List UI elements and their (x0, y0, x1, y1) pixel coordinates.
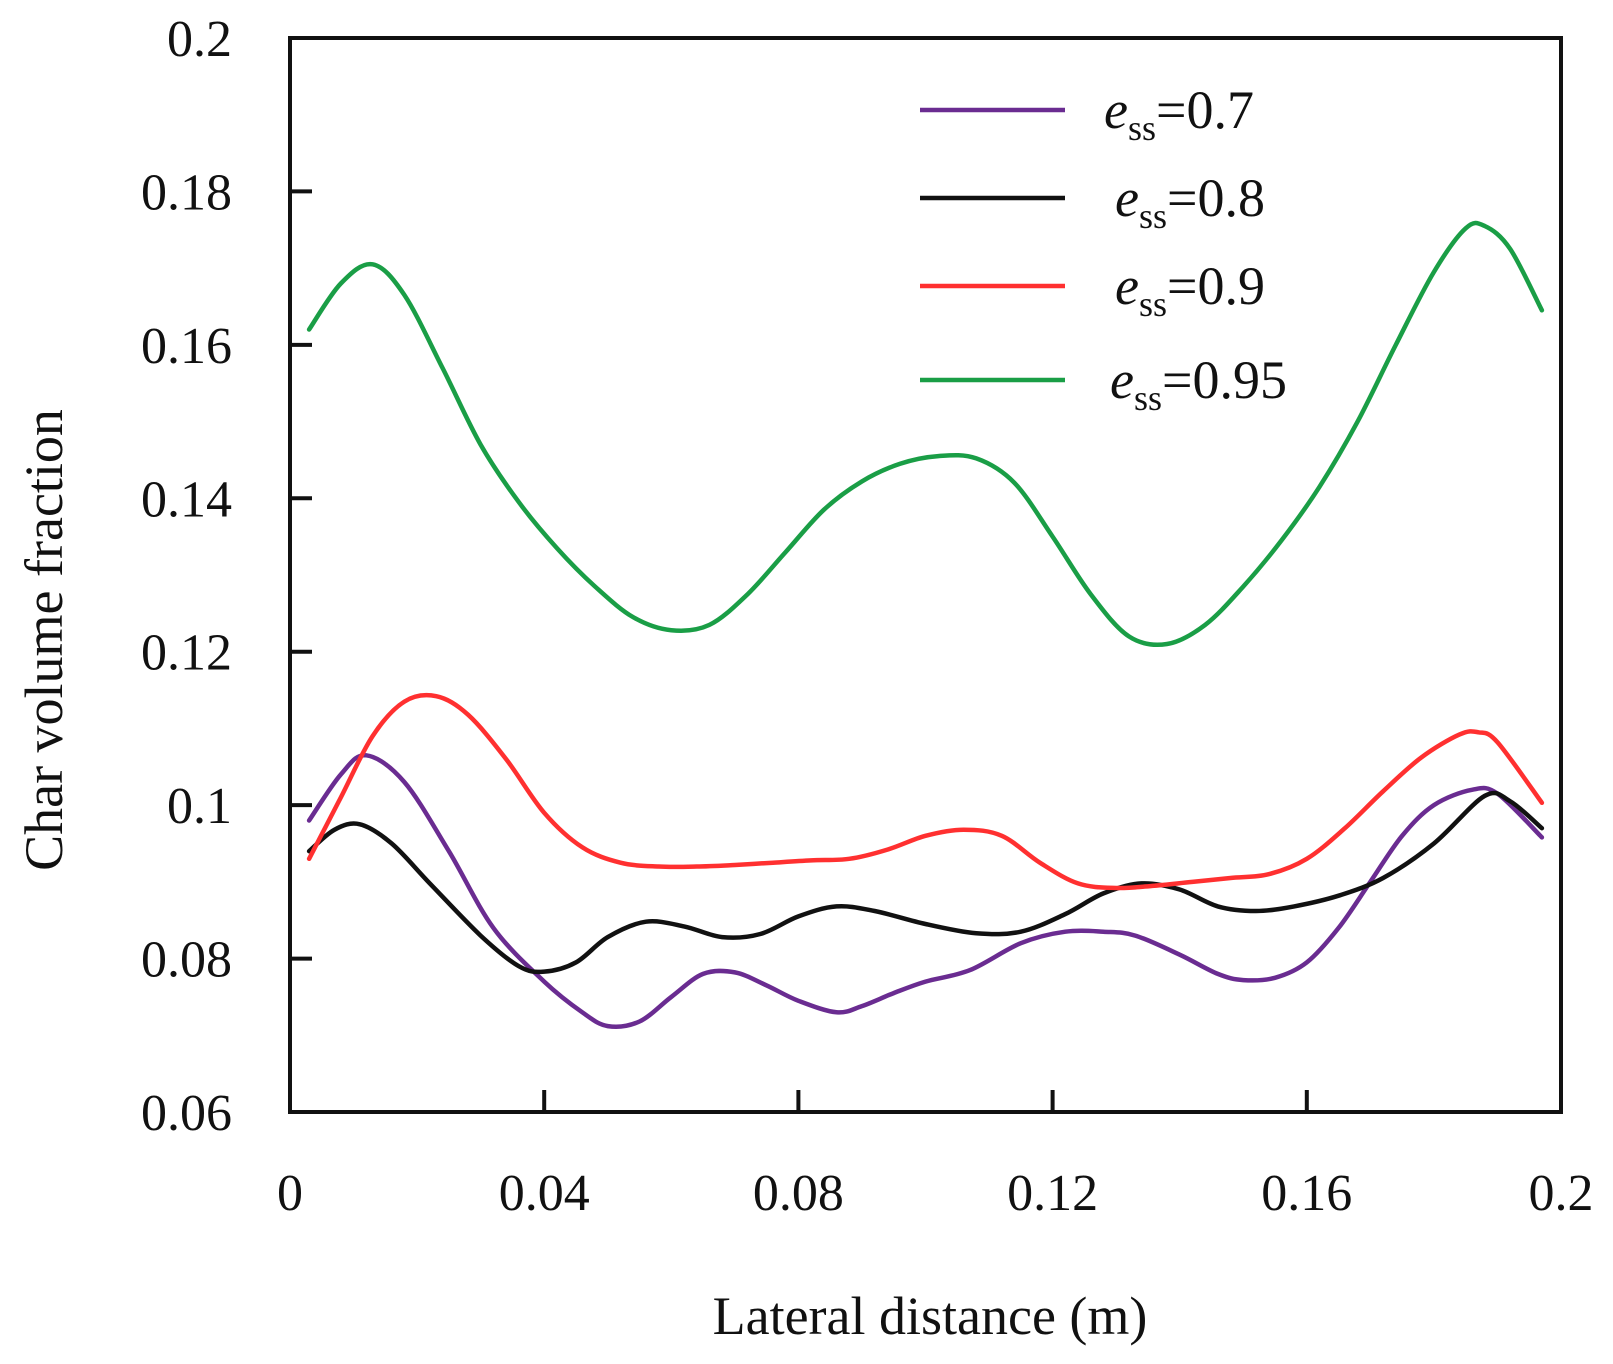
series-line-3 (306, 692, 1545, 891)
legend-label-2: ess=0.8 (1115, 168, 1265, 236)
y-tick-label: 0.06 (141, 1085, 232, 1142)
y-axis: 0.06 0.08 0.1 0.12 0.14 0.16 0.18 0.2 (141, 11, 312, 1142)
y-tick-label: 0.14 (141, 471, 232, 528)
y-tick-label: 0.18 (141, 164, 232, 221)
x-tick-label: 0.04 (499, 1165, 590, 1222)
legend-label-1: ess=0.7 (1104, 80, 1254, 148)
y-tick-label: 0.2 (167, 11, 232, 68)
legend-subscript: ss (1128, 108, 1156, 148)
series-line-2 (306, 790, 1545, 975)
legend-value: =0.9 (1167, 256, 1265, 316)
legend-value: =0.95 (1162, 350, 1287, 410)
y-tick-label: 0.08 (141, 932, 232, 989)
legend-symbol: e (1115, 168, 1139, 228)
series-line-4 (306, 220, 1545, 648)
x-tick-label: 0.12 (1007, 1165, 1098, 1222)
legend-value: =0.7 (1156, 80, 1254, 140)
legend-subscript: ss (1134, 378, 1162, 418)
x-tick-label: 0 (277, 1165, 303, 1222)
series-line-1 (306, 753, 1545, 1029)
x-tick-label: 0.08 (753, 1165, 844, 1222)
y-tick-label: 0.16 (141, 318, 232, 375)
x-axis: 0 0.04 0.08 0.12 0.16 0.2 (277, 1090, 1594, 1222)
y-axis-title: Char volume fraction (14, 409, 74, 871)
legend-value: =0.8 (1167, 168, 1265, 228)
legend-symbol: e (1110, 350, 1134, 410)
legend-label-4: ess=0.95 (1110, 350, 1287, 418)
legend-label-3: ess=0.9 (1115, 256, 1265, 324)
legend-subscript: ss (1139, 196, 1167, 236)
legend-symbol: e (1104, 80, 1128, 140)
plot-frame (288, 36, 1563, 1114)
legend-symbol: e (1115, 256, 1139, 316)
series-layer (306, 220, 1545, 1029)
x-tick-label: 0.2 (1529, 1165, 1594, 1222)
x-axis-title: Lateral distance (m) (713, 1286, 1148, 1346)
y-tick-label: 0.12 (141, 625, 232, 682)
x-tick-label: 0.16 (1261, 1165, 1352, 1222)
y-tick-label: 0.1 (167, 778, 232, 835)
legend-subscript: ss (1139, 284, 1167, 324)
